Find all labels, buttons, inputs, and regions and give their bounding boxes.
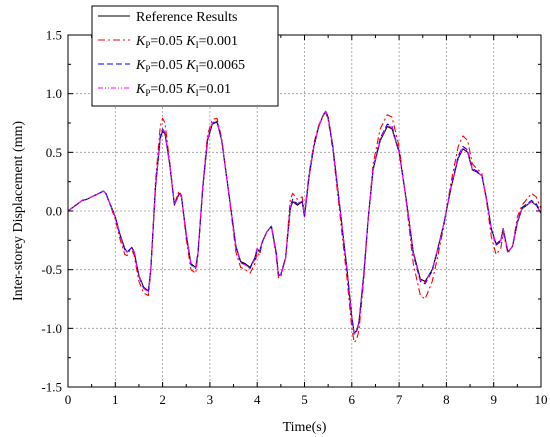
x-tick-label: 0 [65, 392, 72, 407]
legend-entries: Reference Results KP=0.05 KI=0.001 KP=0.05… [98, 10, 245, 98]
y-tick-label: 0.0 [46, 204, 62, 219]
x-tick-label: 10 [535, 392, 548, 407]
x-tick-label: 1 [112, 392, 119, 407]
x-tick-label: 6 [349, 392, 356, 407]
x-axis-label: Time(s) [283, 420, 327, 435]
x-tick-label: 7 [396, 392, 403, 407]
grid-lines [68, 35, 541, 387]
legend-label-2: KP=0.05 KI=0.001 [135, 34, 238, 50]
series-group [67, 110, 542, 343]
legend-label-3: KP=0.05 KI=0.0065 [135, 58, 245, 74]
series-line-4 [67, 110, 542, 335]
x-tick-label: 9 [490, 392, 497, 407]
x-tick-label: 3 [207, 392, 214, 407]
y-tick-label: 1.5 [46, 28, 62, 43]
y-tick-label: -0.5 [41, 262, 62, 277]
legend-label-4: KP=0.05 KI=0.01 [135, 82, 231, 98]
y-tick-label: -1.0 [41, 321, 62, 336]
legend-box [91, 5, 279, 107]
tick-labels: 0 1 2 3 4 5 6 7 8 9 10 -1.5 -1.0 -0.5 0.0 0.5 1.0 1.5 [41, 28, 547, 408]
y-tick-label: 1.0 [46, 86, 62, 101]
y-axis-label: Inter-storey Displacement (mm) [11, 121, 26, 301]
y-tick-label: 0.5 [46, 145, 62, 160]
legend: Reference Results KP=0.05 KI=0.001 KP=0.05… [91, 5, 279, 107]
legend-label-1: Reference Results [136, 10, 237, 25]
x-tick-label: 2 [159, 392, 166, 407]
x-tick-label: 4 [254, 392, 261, 407]
y-tick-label: -1.5 [41, 380, 62, 395]
x-tick-label: 8 [443, 392, 450, 407]
series-line-2 [67, 111, 542, 343]
x-tick-label: 5 [301, 392, 308, 407]
